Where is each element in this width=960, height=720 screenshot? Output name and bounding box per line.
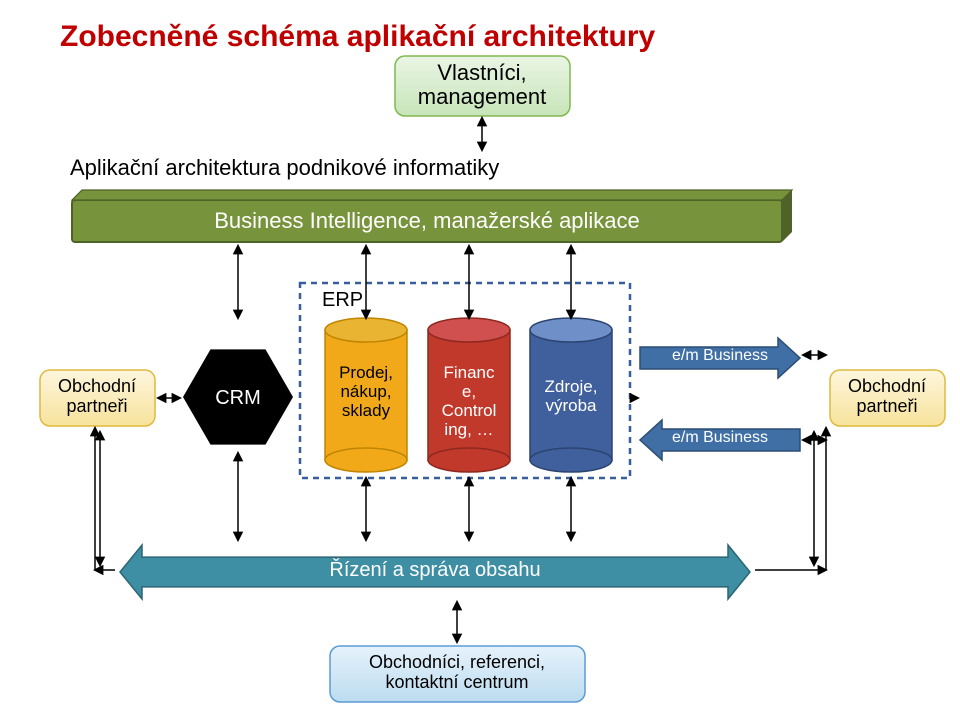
partners-left-label: Obchodnípartneři [58, 376, 136, 416]
erp-cylinders: Prodej,nákup,sklady Finance,Controling, …… [325, 318, 612, 472]
diagram-canvas: Zobecněné schéma aplikační architektury … [0, 0, 960, 720]
subtitle: Aplikační architektura podnikové informa… [70, 155, 499, 180]
diagram-title: Zobecněné schéma aplikační architektury [60, 20, 656, 53]
em-business-top-label: e/m Business [672, 347, 768, 364]
partners-right-label: Obchodnípartneři [848, 376, 926, 416]
crm-label: CRM [215, 387, 261, 409]
content-mgmt-label: Řízení a správa obsahu [329, 558, 540, 581]
sales-label: Obchodníci, referenci,kontaktní centrum [369, 652, 545, 692]
cylinder-label: Prodej,nákup,sklady [339, 363, 393, 420]
owners-box: Vlastníci,management [395, 56, 570, 116]
partners-left: Obchodnípartneři [40, 370, 155, 426]
em-business-top: e/m Business [640, 338, 800, 378]
sales-box: Obchodníci, referenci,kontaktní centrum [330, 646, 585, 702]
em-business-bottom-label: e/m Business [672, 429, 768, 446]
erp-label: ERP [322, 289, 363, 311]
bi-bar: Business Intelligence, manažerské aplika… [72, 190, 792, 242]
crm-hexagon: CRM [183, 349, 293, 444]
bi-bar-label: Business Intelligence, manažerské aplika… [214, 208, 640, 233]
em-business-bottom: e/m Business [640, 420, 800, 460]
partners-right: Obchodnípartneři [830, 370, 945, 426]
cylinder-label: Zdroje,výroba [545, 377, 598, 415]
cylinder-label: Finance,Controling, … [442, 363, 497, 439]
content-mgmt-arrow: Řízení a správa obsahu [120, 545, 750, 599]
